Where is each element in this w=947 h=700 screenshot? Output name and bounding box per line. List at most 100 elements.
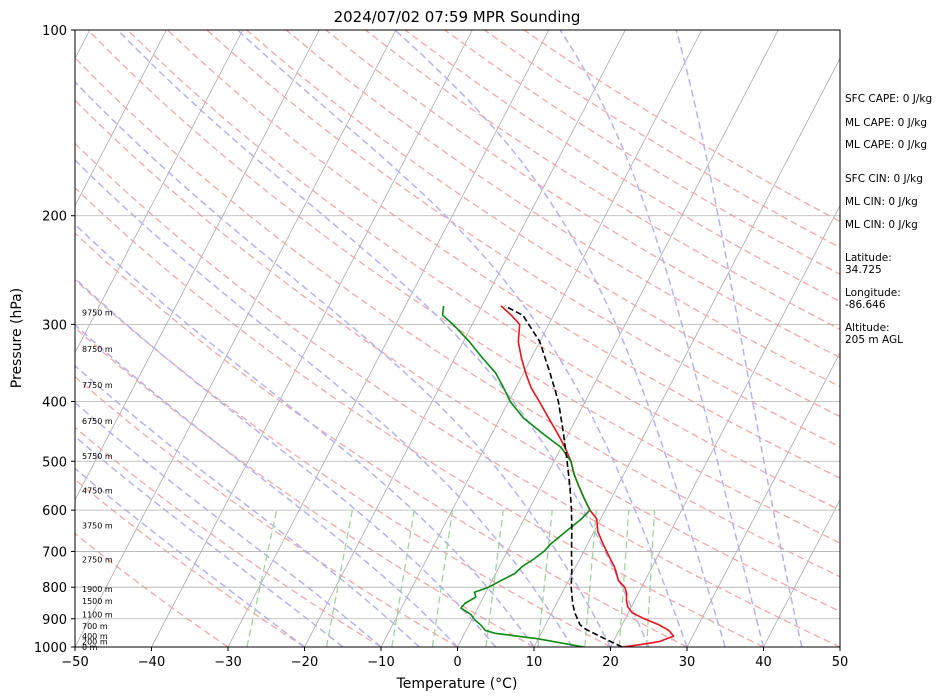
isotherm-line — [457, 30, 779, 647]
isotherm-line — [75, 30, 320, 501]
altitude-label: 400 m — [82, 632, 108, 641]
longitude-label: Longitude: — [845, 287, 901, 299]
y-tick-label: 800 — [42, 581, 67, 596]
isotherm-line — [75, 30, 244, 354]
isotherm-line — [380, 30, 703, 647]
dry-adiabat-line — [75, 426, 382, 647]
y-tick-label: 400 — [42, 395, 67, 410]
x-tick-label: 20 — [602, 655, 619, 670]
altitude-label: 7750 m — [82, 381, 113, 390]
moist-adiabat-line — [117, 30, 650, 647]
altitude-label: Altitude: — [845, 322, 890, 334]
mixing-ratio-line — [584, 510, 598, 647]
mixing-ratio-line — [391, 510, 415, 647]
y-tick-label: 500 — [42, 455, 67, 470]
mixing-ratio-line — [485, 510, 504, 647]
moist-adiabat-line — [75, 401, 382, 647]
dry-adiabat-line — [75, 99, 840, 613]
isotherm-line — [227, 30, 550, 647]
altitude-label: 6750 m — [82, 417, 113, 426]
chart-title: 2024/07/02 07:59 MPR Sounding — [334, 8, 581, 26]
y-tick-label: 100 — [42, 24, 67, 39]
ml-cin-text-2: ML CIN: 0 J/kg — [845, 219, 918, 231]
x-tick-label: −20 — [291, 655, 318, 670]
dry-adiabat-line — [87, 30, 840, 544]
dry-adiabat-line — [75, 186, 764, 647]
moist-adiabat-line — [75, 277, 497, 647]
x-tick-label: −40 — [138, 655, 165, 670]
x-tick-label: 50 — [832, 655, 849, 670]
dry-adiabat-line — [206, 30, 840, 448]
dry-adiabat-line — [285, 30, 840, 388]
x-tick-label: 0 — [453, 655, 461, 670]
moist-adiabat-line — [559, 30, 765, 647]
ml-cin-text: ML CIN: 0 J/kg — [845, 196, 918, 208]
moist-adiabat-line — [75, 223, 535, 647]
dry-adiabat-line — [75, 375, 458, 647]
x-tick-label: 40 — [755, 655, 772, 670]
y-tick-label: 700 — [42, 545, 67, 560]
sfc-cape-text: SFC CAPE: 0 J/kg — [845, 93, 932, 105]
isotherm-line — [610, 204, 840, 647]
moist-adiabat-line — [675, 30, 803, 647]
y-axis: 1000 900 800 700 600 500 400 300 200 100 — [34, 24, 75, 656]
moist-adiabat-line — [75, 323, 459, 647]
x-axis-title: Temperature (°C) — [396, 676, 518, 692]
isotherm-line — [686, 351, 840, 647]
latitude-label: Latitude: — [845, 252, 892, 264]
altitude-label: 2750 m — [82, 556, 113, 565]
dry-adiabat-line — [246, 30, 840, 418]
dry-adiabat-line — [75, 326, 535, 647]
dry-adiabat-line — [127, 30, 840, 511]
dry-adiabat-line — [75, 278, 611, 647]
sounding-info-panel: SFC CAPE: 0 J/kg ML CAPE: 0 J/kg ML CAPE… — [845, 93, 932, 346]
x-tick-label: −50 — [61, 655, 88, 670]
x-tick-label: 30 — [679, 655, 696, 670]
y-tick-label: 300 — [42, 318, 67, 333]
moist-adiabat-line — [75, 467, 305, 647]
altitude-label: 1100 m — [82, 610, 113, 619]
altitude-label: 200 m — [82, 638, 108, 647]
altitude-label: 3750 m — [82, 522, 113, 531]
altitude-label: 5750 m — [82, 452, 113, 461]
background-lines — [75, 30, 840, 647]
isotherm-line — [75, 30, 167, 207]
altitude-label: 9750 m — [82, 309, 113, 318]
y-tick-label: 900 — [42, 613, 67, 628]
y-tick-label: 600 — [42, 504, 67, 519]
mixing-ratio-line — [431, 510, 454, 647]
dry-adiabat-line — [75, 532, 229, 647]
altitude-label: 1900 m — [82, 585, 113, 594]
isotherm-line — [304, 30, 626, 647]
temperature-trace — [500, 305, 675, 647]
x-axis: −50 −40 −30 −20 −10 0 10 20 30 40 50 — [61, 647, 848, 670]
dry-adiabat-line — [75, 232, 688, 647]
dry-adiabat-line — [75, 142, 840, 647]
dry-adiabat-line — [75, 56, 840, 578]
ml-cape-text-2: ML CAPE: 0 J/kg — [845, 139, 927, 151]
dewpoint-trace — [441, 305, 591, 647]
longitude-value: -86.646 — [845, 299, 886, 311]
sounding-traces — [441, 305, 675, 647]
isotherm-line — [75, 30, 397, 647]
moist-adiabat-line — [394, 30, 726, 647]
parcel-trace — [504, 305, 623, 647]
dry-adiabat-line — [75, 478, 305, 647]
altitude-label: 8750 m — [82, 345, 113, 354]
y-axis-title: Pressure (hPa) — [9, 288, 25, 388]
moist-adiabat-line — [75, 80, 612, 647]
altitude-label: 1500 m — [82, 597, 113, 606]
mixing-ratio-line — [325, 509, 353, 647]
dry-adiabat-line — [166, 30, 840, 479]
x-tick-label: 10 — [526, 655, 543, 670]
ml-cape-text: ML CAPE: 0 J/kg — [845, 117, 927, 129]
latitude-value: 34.725 — [845, 264, 882, 276]
altitude-label: 700 m — [82, 622, 108, 631]
x-tick-label: −30 — [214, 655, 241, 670]
moist-adiabat-line — [236, 30, 688, 647]
x-tick-label: −10 — [367, 655, 394, 670]
isotherm-line — [151, 30, 473, 647]
moist-adiabat-line — [75, 364, 420, 647]
isotherm-line — [763, 499, 840, 647]
sfc-cin-text: SFC CIN: 0 J/kg — [845, 173, 923, 185]
